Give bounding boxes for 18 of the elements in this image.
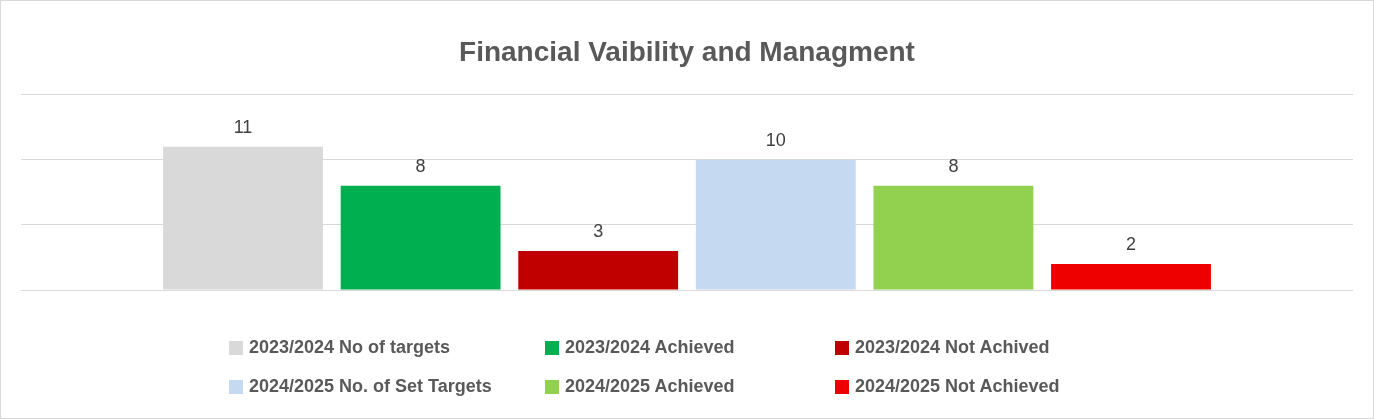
bar	[695, 159, 856, 290]
legend-label: 2024/2025 Not Achieved	[854, 376, 1061, 397]
legend-label: 2023/2024 No of targets	[248, 337, 452, 358]
data-label: 8	[415, 155, 426, 176]
legend-label: 2023/2024 Not Achived	[854, 337, 1051, 358]
legend-label: 2023/2024 Achieved	[564, 337, 736, 358]
data-label: 8	[948, 155, 959, 176]
data-label: 2	[1125, 233, 1137, 254]
legend-label: 2024/2025 No. of Set Targets	[248, 376, 493, 397]
bar	[1051, 263, 1211, 290]
bar	[518, 250, 679, 290]
chart-title: Financial Vaibility and Managment	[459, 35, 915, 67]
legend-label: 2024/2025 Achieved	[564, 376, 736, 397]
data-label: 11	[233, 116, 253, 137]
bar	[340, 185, 501, 290]
bar	[873, 185, 1034, 290]
data-label: 10	[765, 129, 786, 150]
data-label: 3	[593, 220, 604, 241]
